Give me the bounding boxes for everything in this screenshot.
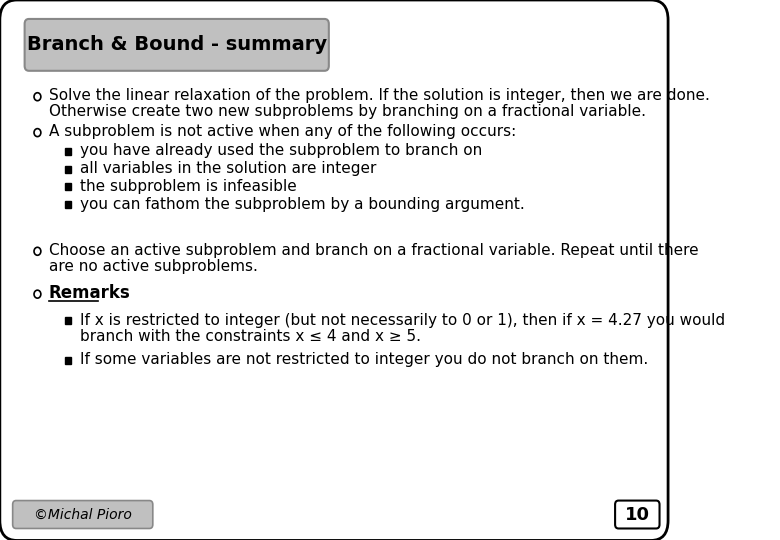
Text: If some variables are not restricted to integer you do not branch on them.: If some variables are not restricted to … xyxy=(80,353,648,368)
Text: If x is restricted to integer (but not necessarily to 0 or 1), then if x = 4.27 : If x is restricted to integer (but not n… xyxy=(80,313,725,328)
Text: the subproblem is infeasible: the subproblem is infeasible xyxy=(80,179,297,194)
Text: Branch & Bound - summary: Branch & Bound - summary xyxy=(27,36,327,55)
Text: are no active subproblems.: are no active subproblems. xyxy=(48,259,257,274)
Text: A subproblem is not active when any of the following occurs:: A subproblem is not active when any of t… xyxy=(48,124,516,139)
Text: branch with the constraints x ≤ 4 and x ≥ 5.: branch with the constraints x ≤ 4 and x … xyxy=(80,328,421,343)
Text: you have already used the subproblem to branch on: you have already used the subproblem to … xyxy=(80,143,482,158)
Text: Remarks: Remarks xyxy=(48,284,130,302)
Bar xyxy=(65,166,71,172)
FancyBboxPatch shape xyxy=(12,501,153,529)
Text: all variables in the solution are integer: all variables in the solution are intege… xyxy=(80,161,377,176)
Text: Otherwise create two new subproblems by branching on a fractional variable.: Otherwise create two new subproblems by … xyxy=(48,104,646,119)
Text: Solve the linear relaxation of the problem. If the solution is integer, then we : Solve the linear relaxation of the probl… xyxy=(48,88,710,103)
Bar xyxy=(65,147,71,154)
FancyBboxPatch shape xyxy=(615,501,660,529)
Text: you can fathom the subproblem by a bounding argument.: you can fathom the subproblem by a bound… xyxy=(80,197,525,212)
Bar xyxy=(65,317,71,324)
Bar xyxy=(65,357,71,364)
Bar xyxy=(65,201,71,208)
Text: 10: 10 xyxy=(625,505,650,523)
FancyBboxPatch shape xyxy=(0,0,668,540)
FancyBboxPatch shape xyxy=(25,19,329,71)
Text: Choose an active subproblem and branch on a fractional variable. Repeat until th: Choose an active subproblem and branch o… xyxy=(48,243,698,258)
Text: ©Michal Pioro: ©Michal Pioro xyxy=(34,508,132,522)
Bar xyxy=(65,184,71,191)
